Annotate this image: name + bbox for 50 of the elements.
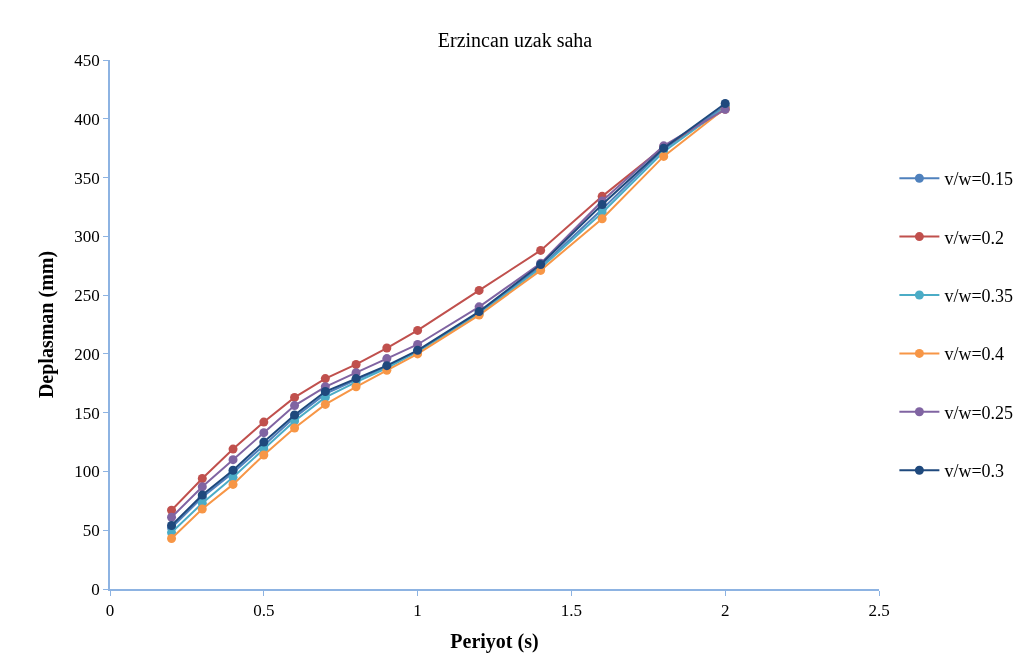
x-axis-title: Periyot (s) (450, 630, 539, 654)
y-tick-label: 300 (74, 227, 100, 247)
point (382, 343, 392, 353)
point (413, 325, 423, 335)
point (290, 401, 300, 411)
y-tick-label: 400 (74, 109, 100, 129)
point (259, 450, 269, 460)
point (659, 151, 669, 161)
point (197, 482, 207, 492)
point (259, 417, 269, 427)
legend-label: v/w=0.15 (944, 169, 1014, 190)
point (167, 512, 177, 522)
x-tick-label: 0 (105, 601, 115, 621)
point (197, 474, 207, 483)
x-tick-label: 1 (413, 601, 422, 621)
y-tick-label: 350 (74, 168, 100, 188)
y-tick-label: 100 (74, 462, 100, 482)
point (320, 374, 330, 384)
point (228, 455, 238, 465)
point (290, 423, 300, 433)
point (597, 200, 607, 210)
x-tick-label: 0.5 (253, 601, 275, 621)
point (167, 533, 177, 543)
point (597, 214, 607, 224)
y-tick-label: 200 (74, 344, 100, 364)
y-tick-label: 450 (74, 50, 100, 70)
point (474, 285, 484, 295)
y-tick-label: 250 (74, 286, 100, 306)
point (536, 245, 546, 255)
legend-label: v/w=0.25 (944, 402, 1014, 423)
point (228, 479, 238, 489)
x-tick-label: 1.5 (560, 601, 583, 621)
y-axis-title: Deplasman (mm) (35, 250, 59, 399)
legend-label: v/w=0.2 (944, 227, 1005, 248)
chart-title: Erzincan uzak saha (437, 29, 593, 52)
x-tick-label: 2.5 (868, 601, 890, 621)
y-tick-label: 50 (82, 521, 100, 541)
point (197, 504, 207, 514)
y-tick-label: 0 (91, 579, 100, 599)
y-tick-label: 150 (74, 403, 100, 423)
point (259, 428, 269, 438)
legend-label: v/w=0.4 (944, 344, 1005, 365)
point (259, 437, 269, 447)
point (290, 392, 300, 402)
x-tick-label: 2 (720, 601, 730, 621)
legend-label: v/w=0.3 (944, 461, 1005, 482)
point (351, 359, 361, 369)
legend-label: v/w=0.35 (944, 286, 1014, 307)
point (320, 399, 330, 409)
point (228, 444, 238, 454)
